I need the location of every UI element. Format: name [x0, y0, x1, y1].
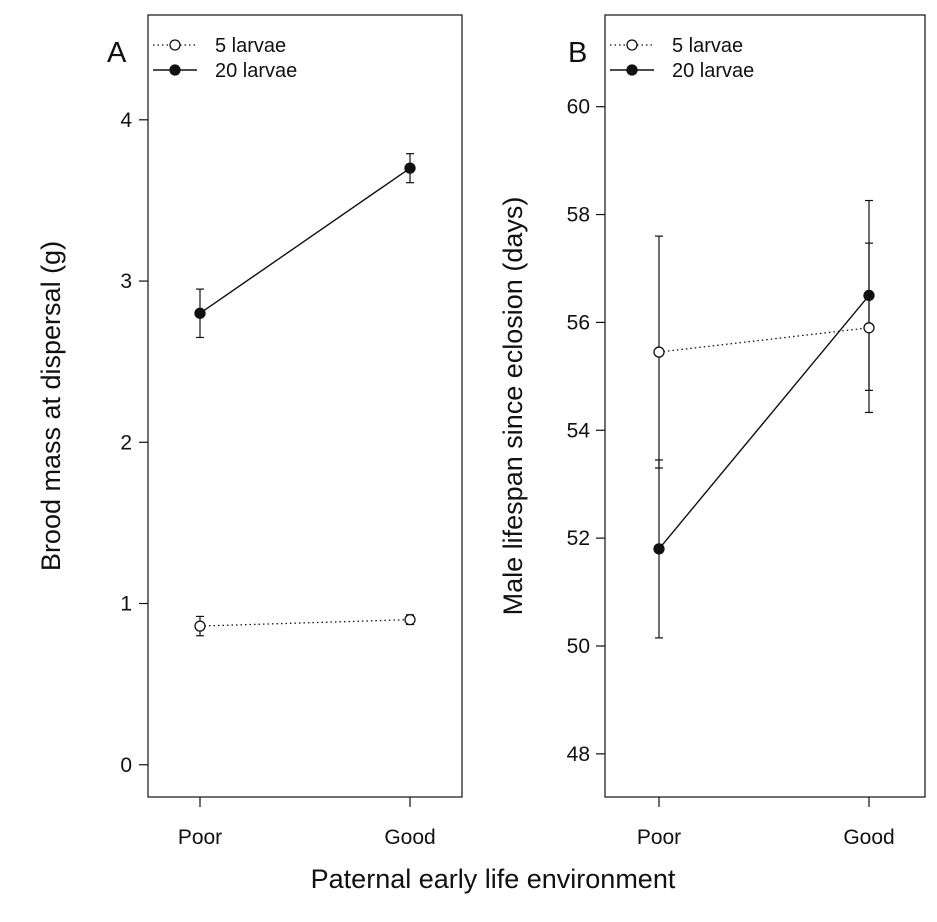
- y-tick-label: 1: [120, 593, 132, 616]
- series-line: [658, 294, 870, 550]
- y-tick-label: 54: [567, 419, 591, 442]
- data-point: [653, 543, 665, 555]
- y-tick-label: 56: [567, 311, 590, 334]
- y-tick-label: 4: [120, 109, 132, 132]
- data-point: [653, 346, 665, 358]
- plot-frame: [604, 14, 926, 798]
- data-point: [194, 307, 206, 319]
- data-point: [404, 613, 416, 626]
- y-tick-label: 3: [120, 270, 132, 293]
- legend-marker: [169, 39, 181, 51]
- y-tick-label: 50: [567, 635, 590, 658]
- y-tick-label: 52: [567, 527, 590, 550]
- x-tick-label: Poor: [178, 826, 222, 849]
- legend-entry: 5 larvae: [672, 35, 743, 57]
- data-point: [863, 289, 875, 302]
- series-line: [658, 327, 870, 353]
- y-tick-label: 60: [567, 96, 590, 119]
- panel-label: A: [107, 37, 127, 69]
- legend-entry: 20 larvae: [215, 60, 297, 82]
- x-tick-label: Good: [843, 826, 894, 849]
- x-tick-label: Poor: [637, 826, 681, 849]
- data-point: [863, 322, 875, 334]
- data-point: [194, 620, 206, 632]
- panel-a: 0 1 2 3 4 Poor Good Brood mass at dispersal (g)…: [36, 14, 463, 849]
- y-axis-title: Brood mass at dispersal (g): [36, 241, 66, 571]
- x-tick-label: Good: [384, 826, 435, 849]
- shared-x-axis-title: Paternal early life environment: [311, 864, 676, 894]
- series-line: [199, 618, 411, 627]
- y-tick-label: 48: [567, 743, 590, 766]
- legend-marker: [169, 64, 181, 76]
- y-tick-label: 2: [120, 431, 132, 454]
- legend-marker: [626, 39, 638, 51]
- panel-b: 48 50 52 54 56 58 60 Poor Good Male lifespan sinc…: [498, 14, 926, 849]
- y-tick-label: 0: [120, 754, 132, 777]
- legend-entry: 5 larvae: [215, 35, 286, 57]
- data-point: [404, 162, 416, 174]
- plot-frame: [147, 14, 463, 798]
- y-axis-title: Male lifespan since eclosion (days): [498, 197, 528, 616]
- y-tick-label: 58: [567, 204, 590, 227]
- legend-marker: [626, 64, 638, 76]
- panel-label: B: [568, 37, 587, 69]
- legend-entry: 20 larvae: [672, 60, 754, 82]
- series-line: [199, 167, 411, 314]
